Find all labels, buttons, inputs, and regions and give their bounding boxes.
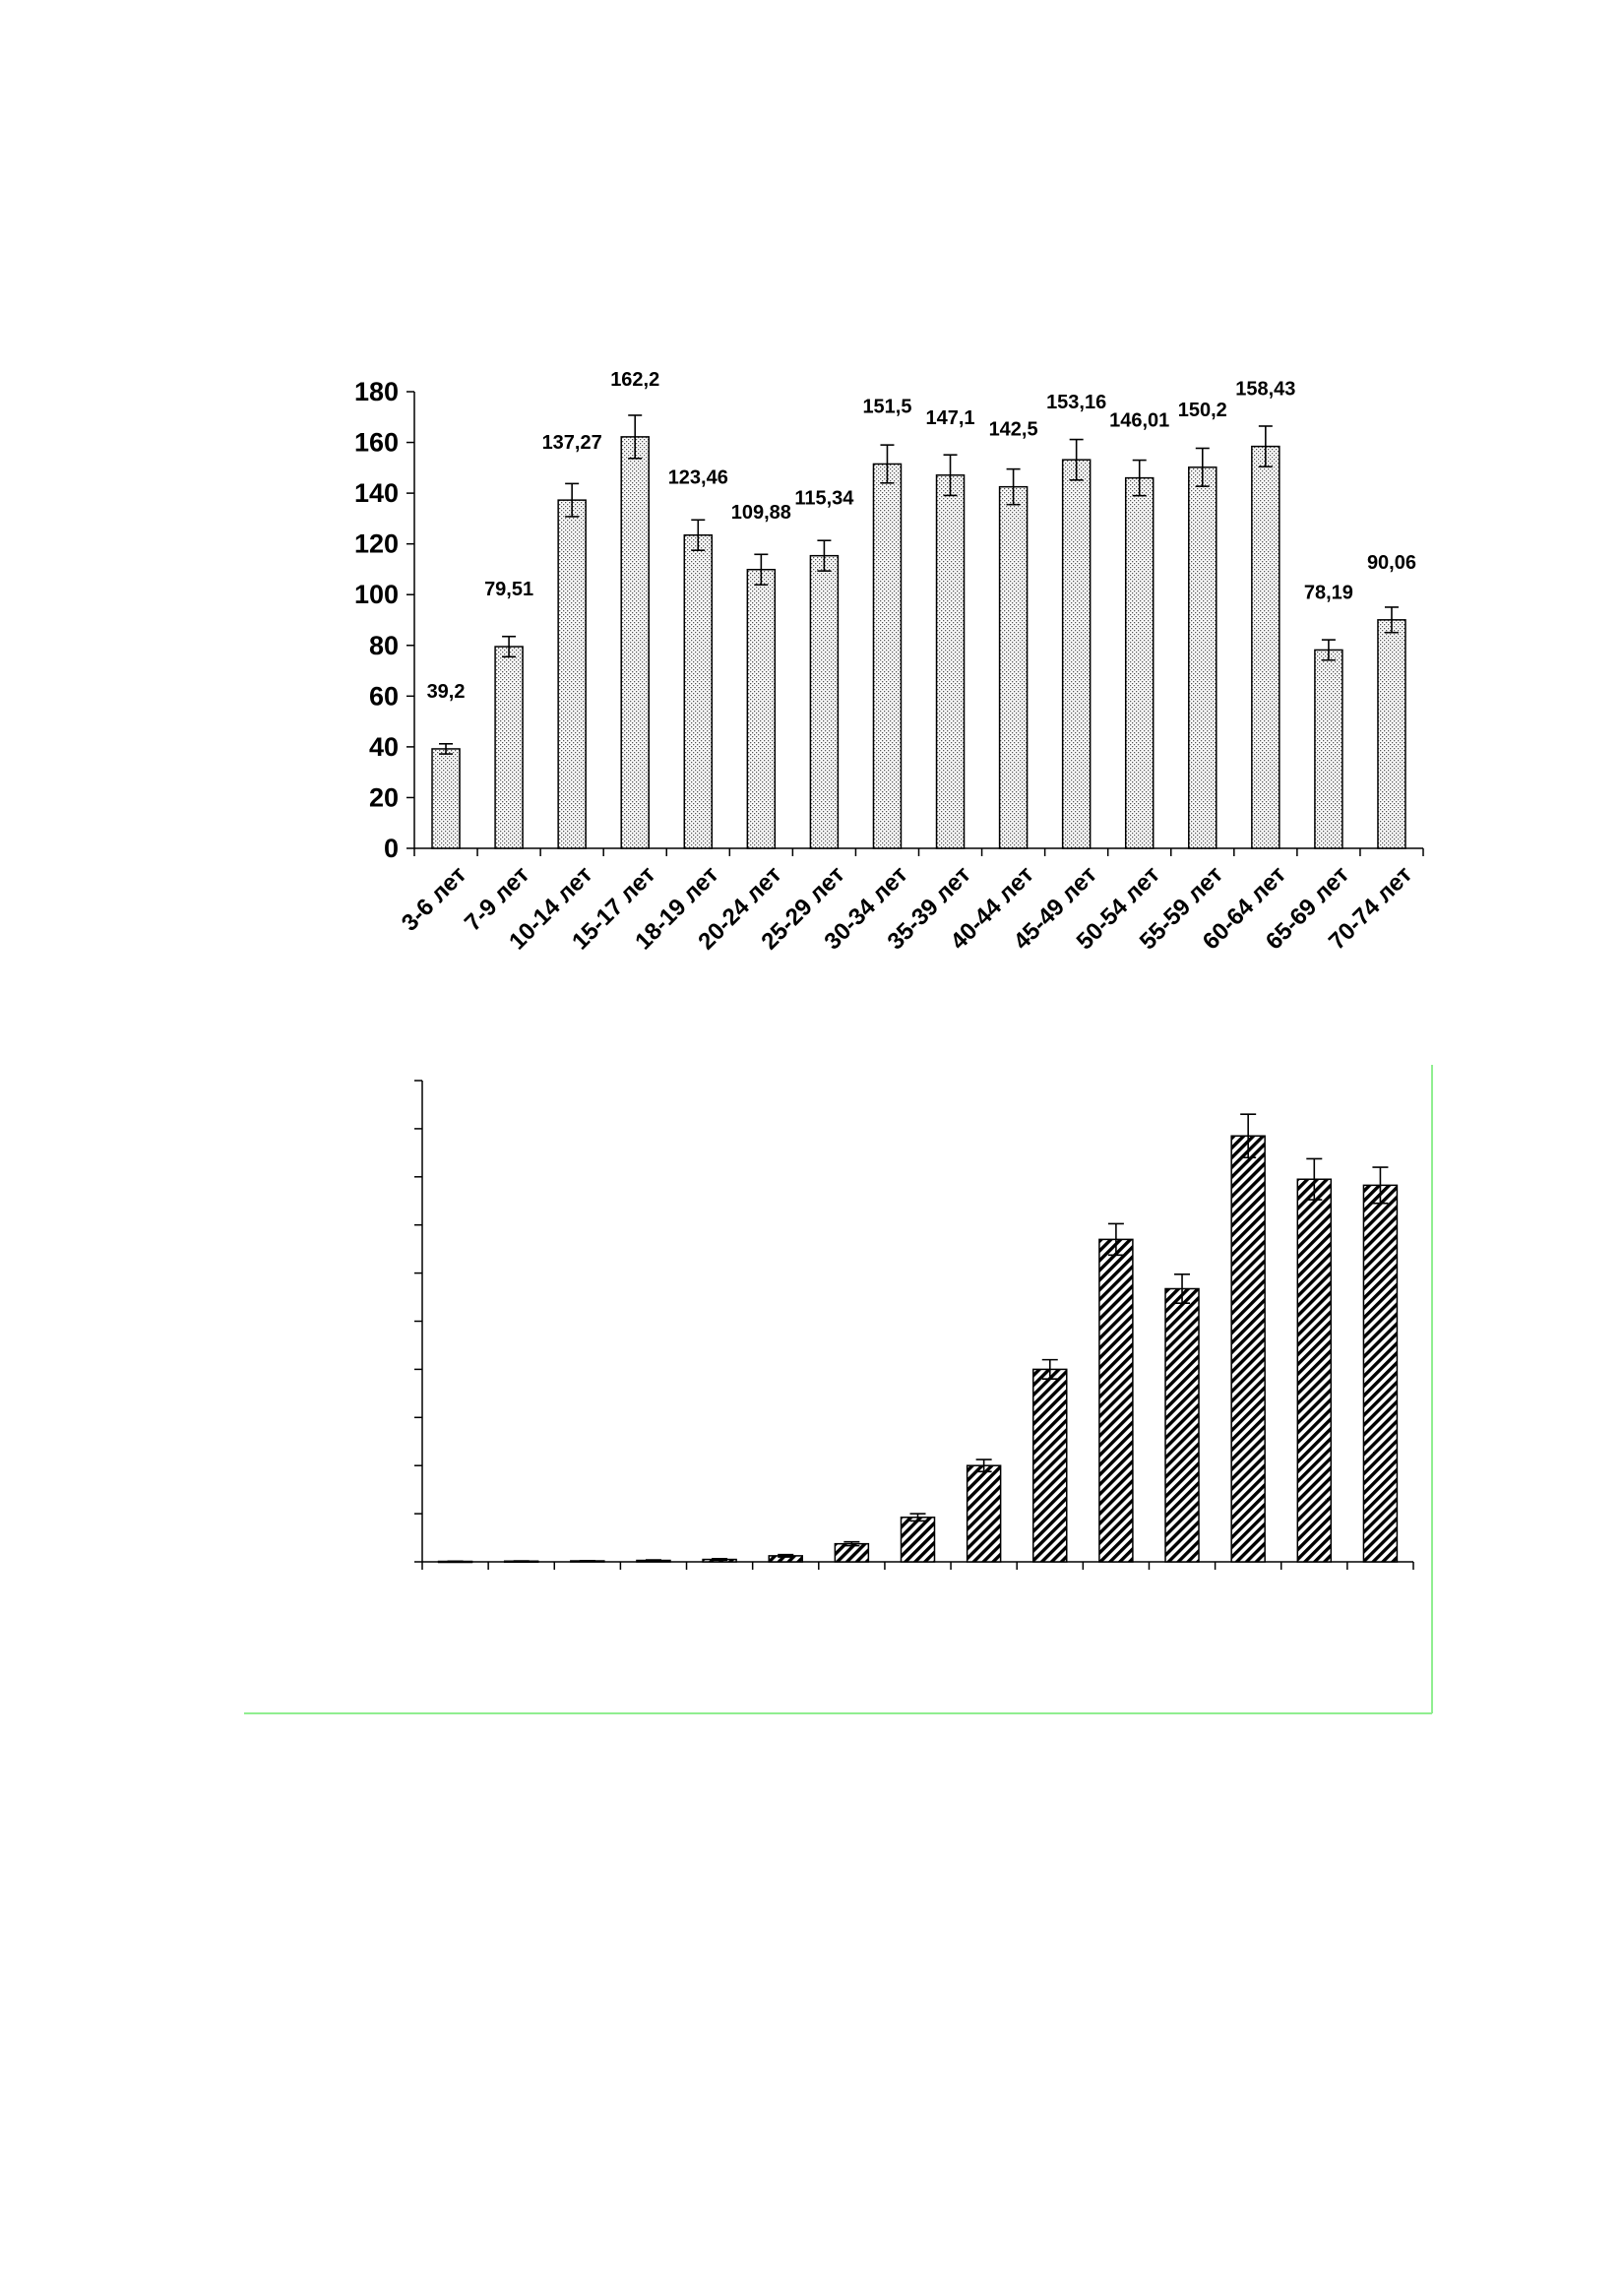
chart-1-bar — [557, 499, 587, 849]
chart-1-bar — [872, 463, 903, 849]
chart-2-bar — [1098, 1238, 1134, 1563]
chart-1-bar — [683, 533, 714, 849]
chart-1-y-tick-label: 40 — [369, 732, 399, 762]
chart-1-bar — [494, 646, 524, 849]
chart-1-data-label: 153,16 — [1046, 392, 1106, 413]
chart-1-data-label: 150,2 — [1178, 400, 1227, 421]
chart-1-bar — [431, 748, 461, 849]
chart-1-data-label: 162,2 — [610, 369, 659, 391]
chart-2-bar — [900, 1517, 936, 1563]
chart-1-bar — [809, 554, 840, 849]
chart-1-data-label: 78,19 — [1304, 582, 1353, 603]
chart-1-data-label: 123,46 — [668, 467, 728, 489]
chart-1-bar — [1188, 466, 1217, 849]
chart-1-data-label: 151,5 — [862, 396, 911, 417]
chart-1-data-label: 109,88 — [731, 502, 791, 524]
chart-1-bar — [1377, 619, 1406, 849]
chart-1-bar — [746, 569, 777, 849]
chart-1-bar — [935, 474, 966, 849]
chart-2-bar — [1032, 1368, 1068, 1563]
chart-1-category-label: 3-6 лет — [397, 861, 472, 937]
chart-2-bars — [437, 1113, 1399, 1564]
chart-1-bar — [620, 436, 650, 849]
chart-2-bar — [1164, 1287, 1200, 1563]
chart-1-data-label: 146,01 — [1109, 410, 1169, 432]
chart-2 — [244, 1065, 1433, 1714]
chart-1-data-label: 158,43 — [1235, 379, 1295, 401]
chart-1-y-tick-label: 20 — [369, 782, 399, 812]
chart-1-data-label: 79,51 — [484, 579, 533, 600]
chart-1-bar — [1251, 445, 1280, 849]
chart-1-y-tick-label: 60 — [369, 681, 399, 711]
chart-1-data-label: 115,34 — [794, 488, 854, 510]
chart-1-y-tick-label: 0 — [384, 834, 399, 863]
chart-1-data-label: 39,2 — [427, 681, 466, 703]
chart-1-bar — [1061, 459, 1092, 849]
chart-2-bar — [966, 1464, 1002, 1563]
chart-1-y-tick-label: 80 — [369, 631, 399, 660]
chart-1-bar — [1314, 649, 1343, 849]
chart-1-y-tick-label: 100 — [354, 580, 399, 609]
chart-1-y-ticks: 0 20 40 60 80 100 120 140 160 180 — [354, 377, 414, 863]
chart-2-bar — [1230, 1135, 1266, 1563]
chart-1-data-label: 142,5 — [989, 419, 1038, 441]
chart-1: 0 20 40 60 80 100 120 140 160 180 39,2 79,51 137,27… — [354, 369, 1424, 955]
chart-1-bars — [431, 414, 1406, 849]
chart-2-bar — [1296, 1178, 1333, 1563]
chart-1-data-label: 147,1 — [926, 407, 975, 429]
chart-2-frame — [244, 1065, 1433, 1714]
chart-1-bar — [998, 485, 1029, 849]
chart-1-data-label: 90,06 — [1367, 552, 1416, 574]
chart-1-y-tick-label: 180 — [354, 377, 399, 406]
chart-1-y-tick-label: 120 — [354, 529, 399, 559]
chart-2-bar — [1362, 1184, 1399, 1563]
chart-1-y-tick-label: 160 — [354, 428, 399, 458]
chart-1-bar — [1124, 476, 1155, 849]
chart-1-y-tick-label: 140 — [354, 478, 399, 508]
chart-1-data-label: 137,27 — [542, 432, 602, 454]
